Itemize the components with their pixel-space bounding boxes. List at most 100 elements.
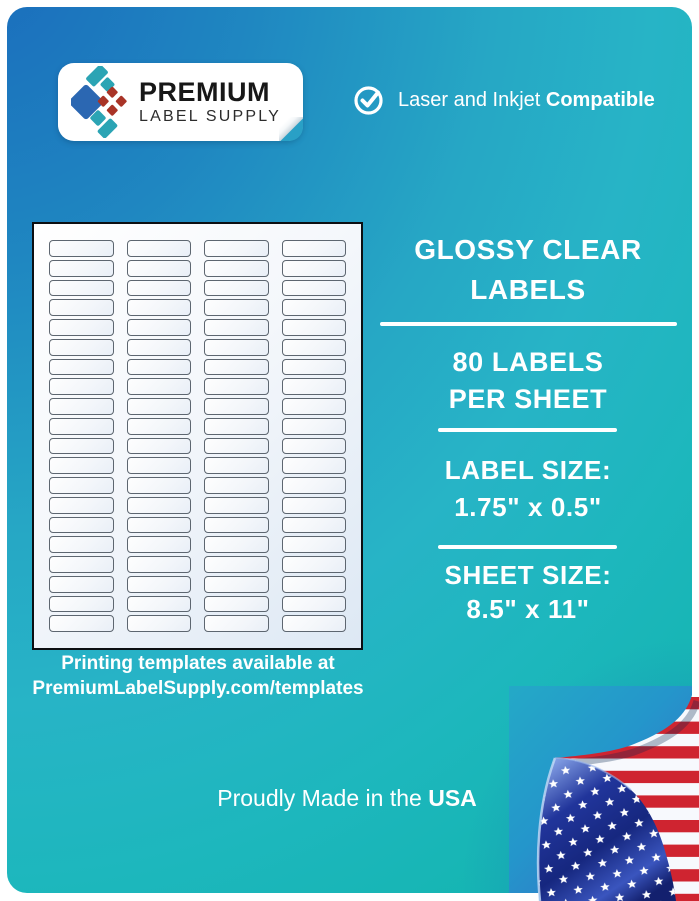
- label-cell: [204, 358, 269, 376]
- compatibility-text-regular: Laser and Inkjet: [398, 88, 541, 111]
- label-cell: [204, 556, 269, 573]
- label-cell: [49, 378, 114, 395]
- label-cell: [49, 299, 114, 316]
- sheet-size-value: 8.5" x 11": [466, 594, 590, 624]
- label-cell: [204, 378, 269, 395]
- label-cell: [126, 615, 191, 632]
- label-cell: [204, 457, 269, 474]
- brand-name: PREMIUM: [139, 77, 270, 107]
- brand-logo: PREMIUM LABEL SUPPLY: [58, 63, 303, 141]
- label-cell: [204, 338, 269, 356]
- compatibility-text: Laser and Inkjet Compatible: [398, 89, 655, 112]
- label-cell: [49, 477, 114, 494]
- label-cell: [281, 240, 346, 257]
- label-cell: [126, 595, 191, 613]
- label-cell: [281, 615, 346, 632]
- label-cell: [281, 417, 346, 435]
- label-cell: [126, 338, 191, 356]
- made-in-usa-text: Proudly Made in the USA: [150, 785, 544, 812]
- label-cell: [281, 259, 346, 277]
- label-cell: [49, 417, 114, 435]
- labels-per-sheet-line2: PER SHEET: [448, 384, 608, 414]
- label-cell: [204, 417, 269, 435]
- label-cell: [49, 516, 114, 534]
- product-title-line2: LABELS: [470, 274, 586, 305]
- label-cell: [126, 556, 191, 573]
- label-cell: [281, 398, 346, 415]
- label-cell: [49, 358, 114, 376]
- label-cell: [281, 457, 346, 474]
- divider: [438, 545, 617, 549]
- labels-per-sheet-line1: 80 LABELS: [452, 347, 604, 377]
- label-cell: [204, 575, 269, 593]
- label-cell: [49, 496, 114, 514]
- label-cell: [204, 516, 269, 534]
- label-sheet-grid: [49, 240, 346, 632]
- sheet-size-heading: SHEET SIZE:: [444, 560, 612, 590]
- label-cell: [49, 575, 114, 593]
- label-cell: [126, 279, 191, 297]
- label-cell: [49, 457, 114, 474]
- label-cell: [126, 536, 191, 553]
- label-cell: [126, 319, 191, 336]
- compatibility-banner: Laser and Inkjet Compatible: [353, 84, 655, 116]
- label-cell: [49, 279, 114, 297]
- label-cell: [281, 319, 346, 336]
- label-cell: [281, 496, 346, 514]
- divider: [438, 428, 617, 432]
- templates-caption-line1: Printing templates available at: [61, 653, 335, 674]
- product-title: GLOSSY CLEAR LABELS: [378, 230, 678, 310]
- label-cell: [126, 516, 191, 534]
- label-cell: [204, 398, 269, 415]
- label-cell: [204, 437, 269, 455]
- label-cell: [281, 477, 346, 494]
- label-cell: [49, 398, 114, 415]
- label-cell: [204, 240, 269, 257]
- label-cell: [281, 279, 346, 297]
- label-cell: [204, 615, 269, 632]
- label-cell: [281, 299, 346, 316]
- label-cell: [126, 477, 191, 494]
- label-cell: [204, 299, 269, 316]
- label-cell: [49, 437, 114, 455]
- label-cell: [281, 338, 346, 356]
- label-cell: [126, 457, 191, 474]
- label-cell: [281, 378, 346, 395]
- label-cell: [126, 378, 191, 395]
- label-cell: [204, 477, 269, 494]
- brand-logo-icon: [71, 66, 127, 138]
- templates-caption-line2: PremiumLabelSupply.com/templates: [32, 678, 364, 699]
- label-cell: [281, 595, 346, 613]
- label-cell: [204, 279, 269, 297]
- label-cell: [204, 595, 269, 613]
- label-cell: [281, 358, 346, 376]
- label-size: LABEL SIZE: 1.75" x 0.5": [378, 452, 678, 526]
- label-cell: [281, 516, 346, 534]
- label-cell: [126, 575, 191, 593]
- label-cell: [204, 319, 269, 336]
- label-cell: [49, 615, 114, 632]
- label-cell: [126, 259, 191, 277]
- label-cell: [204, 536, 269, 553]
- label-cell: [49, 259, 114, 277]
- label-cell: [126, 437, 191, 455]
- label-cell: [126, 398, 191, 415]
- compatibility-text-bold: Compatible: [545, 88, 655, 111]
- templates-caption: Printing templates available at PremiumL…: [12, 651, 384, 701]
- product-title-line1: GLOSSY CLEAR: [414, 234, 642, 265]
- label-cell: [281, 575, 346, 593]
- made-in-regular: Proudly Made in the: [217, 785, 422, 811]
- labels-per-sheet: 80 LABELS PER SHEET: [378, 344, 678, 418]
- label-cell: [49, 536, 114, 553]
- check-circle-icon: [354, 86, 383, 115]
- divider: [380, 322, 677, 326]
- brand-subname: LABEL SUPPLY: [139, 108, 282, 125]
- label-cell: [281, 556, 346, 573]
- label-cell: [126, 299, 191, 316]
- label-cell: [49, 595, 114, 613]
- made-in-bold: USA: [428, 785, 477, 811]
- label-cell: [49, 240, 114, 257]
- label-cell: [281, 536, 346, 553]
- label-cell: [49, 556, 114, 573]
